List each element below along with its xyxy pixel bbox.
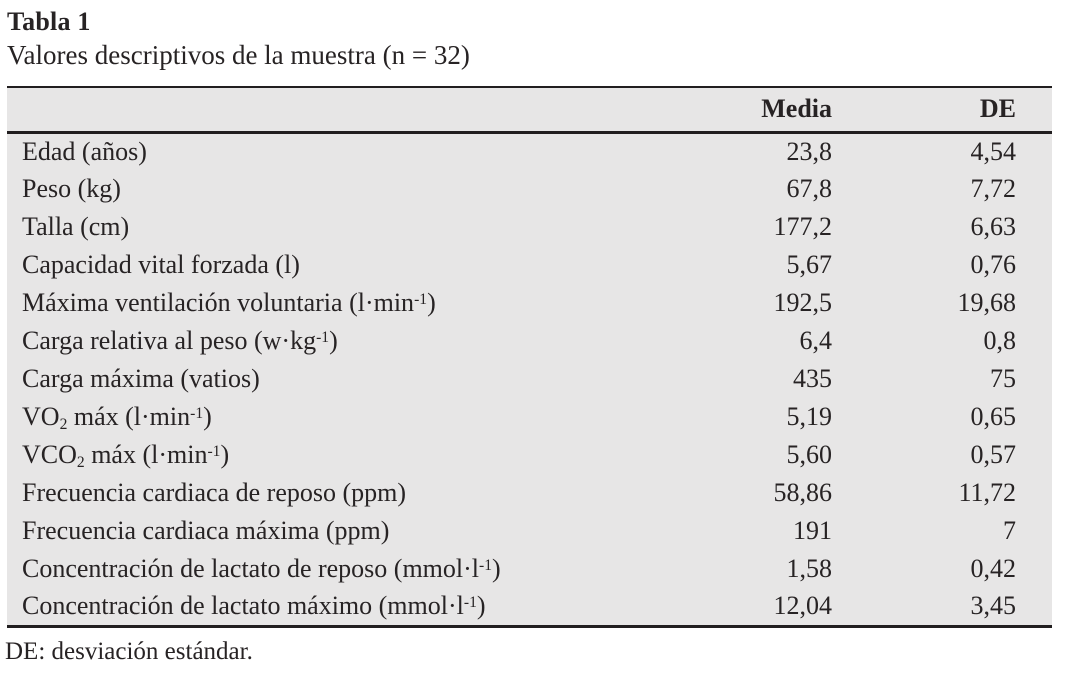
row-media-value: 5,60 [786, 440, 833, 469]
superscript: -1 [463, 593, 477, 611]
header-cell-de: DE [832, 87, 1052, 134]
descriptive-values-table: Media DE Edad (años) 23,8 4,54 Peso (kg) 67,… [7, 86, 1052, 628]
row-label: Edad (años) [22, 136, 147, 166]
row-de-value: 7 [1003, 516, 1016, 545]
row-label: Máxima ventilación voluntaria (l·min-1) [22, 288, 436, 317]
row-media-value: 12,04 [773, 591, 833, 621]
superscript: -1 [207, 442, 221, 460]
row-de-value: 0,76 [970, 250, 1017, 279]
row-media-value: 67,8 [786, 174, 833, 203]
table-row: Capacidad vital forzada (l) 5,67 0,76 [7, 246, 1052, 284]
row-de-value: 0,65 [970, 402, 1017, 431]
row-label: Capacidad vital forzada (l) [22, 250, 300, 279]
subscript: 2 [76, 454, 85, 472]
row-label: Carga relativa al peso (w·kg-1) [22, 326, 338, 355]
paper-table-figure: Tabla 1 Valores descriptivos de la muest… [5, 7, 1052, 665]
table-row: Frecuencia cardiaca de reposo (ppm) 58,86… [7, 474, 1052, 512]
row-label: Frecuencia cardiaca máxima (ppm) [22, 516, 390, 545]
row-media-value: 5,19 [786, 402, 833, 431]
row-de-value: 19,68 [957, 288, 1017, 317]
table-header: Media DE [7, 87, 1052, 134]
table-row: Edad (años) 23,8 4,54 [7, 132, 1052, 170]
table-row: Carga máxima (vatios) 435 75 [7, 360, 1052, 398]
row-de-value: 4,54 [970, 136, 1017, 166]
row-label: Carga máxima (vatios) [22, 364, 260, 393]
header-row: Media DE [7, 87, 1052, 134]
table-footnote: DE: desviación estándar. [5, 637, 253, 665]
table-row: Concentración de lactato de reposo (mmol… [7, 550, 1052, 588]
row-media-value: 1,58 [786, 554, 833, 583]
table-row: Concentración de lactato máximo (mmol·l-… [7, 588, 1052, 626]
table-row: VCO2 máx (l·min-1) 5,60 0,57 [7, 436, 1052, 474]
row-de-value: 0,42 [970, 554, 1017, 583]
header-cell-media: Media [672, 87, 832, 134]
row-media-value: 191 [793, 516, 832, 545]
row-media-value: 192,5 [773, 288, 833, 317]
row-de-value: 0,8 [983, 326, 1017, 355]
table-row: Talla (cm) 177,2 6,63 [7, 208, 1052, 246]
superscript: -1 [479, 556, 493, 574]
superscript: -1 [316, 328, 330, 346]
table-caption-label: Tabla 1 [7, 7, 91, 36]
row-label: Frecuencia cardiaca de reposo (ppm) [22, 478, 407, 507]
table-row: Máxima ventilación voluntaria (l·min-1) 1… [7, 284, 1052, 322]
superscript: -1 [190, 404, 204, 422]
header-cell-variable [7, 87, 672, 134]
row-label: Concentración de lactato máximo (mmol·l-… [22, 591, 486, 621]
table-row: Frecuencia cardiaca máxima (ppm) 191 7 [7, 512, 1052, 550]
subscript: 2 [59, 416, 68, 434]
row-media-value: 23,8 [786, 136, 833, 166]
row-label: VCO2 máx (l·min-1) [22, 440, 230, 472]
table-row: Carga relativa al peso (w·kg-1) 6,4 0,8 [7, 322, 1052, 360]
row-media-value: 177,2 [773, 212, 833, 241]
row-de-value: 0,57 [970, 440, 1017, 469]
row-media-value: 435 [793, 364, 832, 393]
row-de-value: 3,45 [970, 591, 1017, 621]
row-de-value: 6,63 [970, 212, 1017, 241]
row-label: Talla (cm) [22, 212, 130, 241]
row-de-value: 7,72 [970, 174, 1017, 203]
row-media-value: 5,67 [786, 250, 833, 279]
superscript: -1 [414, 290, 428, 308]
row-media-value: 58,86 [773, 478, 833, 507]
row-de-value: 75 [990, 364, 1016, 393]
row-de-value: 11,72 [958, 478, 1016, 507]
table-body: Edad (años) 23,8 4,54 Peso (kg) 67,8 7,72 Tall… [7, 132, 1052, 626]
row-label: Concentración de lactato de reposo (mmol… [22, 554, 501, 583]
table-row: Peso (kg) 67,8 7,72 [7, 170, 1052, 208]
table-row: VO2 máx (l·min-1) 5,19 0,65 [7, 398, 1052, 436]
row-media-value: 6,4 [799, 326, 833, 355]
table-caption-title: Valores descriptivos de la muestra (n = … [7, 40, 470, 70]
row-label: VO2 máx (l·min-1) [22, 402, 212, 434]
row-label: Peso (kg) [22, 174, 121, 203]
